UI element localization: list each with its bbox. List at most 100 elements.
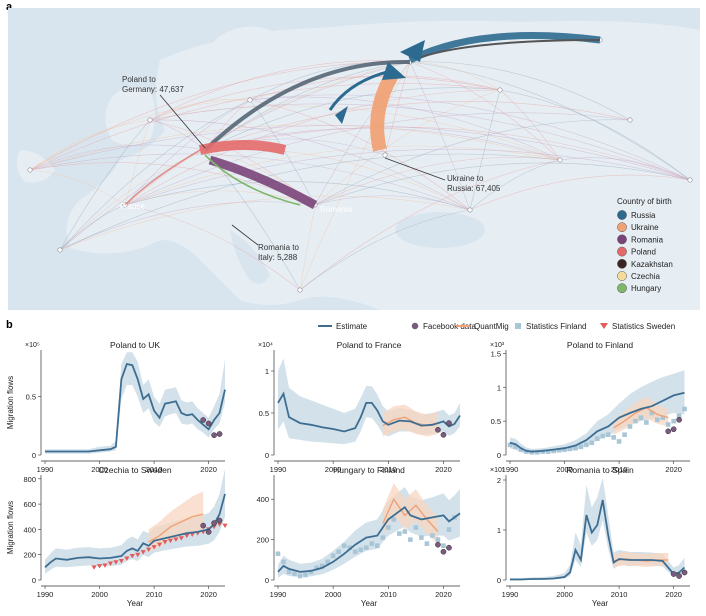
thin-flow [249,94,691,181]
thin-flow [29,144,206,171]
thin-flow [29,125,691,181]
thin-flow [249,99,471,211]
point-statistics-sweden [173,537,179,542]
thin-flow [29,83,501,171]
x-tick-label: 2020 [665,590,682,599]
map-legend-title: Country of birth [617,197,672,206]
thin-flow [59,201,316,251]
point-statistics-finland [275,551,281,557]
y-axis-label: Migration flows [6,376,15,429]
map-legend: Country of birth Russia Ukraine Romania Pol… [617,197,673,293]
thin-flow [409,61,691,181]
band-quantmig [382,483,438,544]
x-tick-label: 1990 [270,590,287,599]
point-statistics-finland [584,442,589,448]
point-statistics-finland [627,424,633,429]
x-axis-label: Year [361,599,378,608]
x-tick-label: 2020 [435,465,452,474]
point-statistics-finland [665,422,671,427]
thin-flow [204,126,691,181]
y-tick-label: 0 [265,576,269,585]
chart-2: Poland to Finland ×10³ 1990 2000 2010 2020 0 0.… [490,340,690,474]
x-tick-label: 2020 [200,590,217,599]
legend-label: Facebook data [423,322,476,331]
chart-title: Czechia to Sweden [98,465,172,475]
thin-flow-network [27,37,693,293]
x-tick-label: 1990 [37,465,54,474]
land-britain [105,86,155,145]
annotation-leader-romania [231,224,259,246]
point-statistics-finland [419,535,424,540]
line-estimate [510,499,686,581]
thin-flow [299,159,561,291]
point-statistics-finland [314,565,319,571]
point-statistics-finland [660,415,666,421]
x-tick-label: 2010 [146,465,163,474]
y-tick-label: 1 [497,383,501,392]
y-tick-label: 0 [497,576,501,585]
point-facebook [440,548,447,555]
sea-adriatic [230,230,270,284]
point-statistics-finland [286,569,292,575]
arrowhead-russia-2 [382,62,406,80]
x-tick-label: 2000 [325,590,342,599]
line-quantmig [382,497,439,532]
legend-circle-swatch [411,322,419,330]
point-statistics-finland [513,444,518,450]
band-quantmig [148,491,204,553]
point-statistics-finland [413,525,419,530]
legend-label: Kazakhstan [631,260,673,269]
chart-multiplier: ×10³ [490,342,505,349]
x-tick-label: 2010 [380,590,397,599]
point-statistics-finland [386,525,391,530]
x-tick-label: 2020 [200,465,217,474]
legend-label: Hungary [631,284,661,293]
legend-label: Ukraine [631,223,659,232]
point-facebook [211,520,217,526]
chart-title: Poland to UK [110,340,160,350]
thin-flow [29,153,471,211]
line-estimate [44,493,226,568]
y-tick-label: 0.5 [26,393,36,402]
panel-a: a Romania [6,1,700,310]
point-facebook [205,529,212,535]
point-facebook [211,432,217,439]
point-facebook [200,417,207,423]
flow-russia-germany [203,59,411,152]
point-statistics-finland [446,527,452,532]
point-statistics-finland [369,541,375,546]
legend-triangle-swatch [600,323,608,329]
point-statistics-sweden [96,564,103,569]
legend-label: Statistics Finland [526,322,586,331]
point-statistics-finland [352,549,358,555]
point-facebook [446,420,452,426]
x-tick-label: 2000 [556,590,573,599]
x-tick-label: 2010 [611,590,628,599]
point-facebook [200,522,207,529]
thin-flow [59,153,561,251]
point-statistics-finland [363,545,369,550]
y-tick-label: 0.5 [491,417,501,426]
y-tick-label: 2 [497,476,501,485]
place-label-france: France [120,202,145,211]
thin-flow [409,61,471,211]
point-statistics-finland [649,410,655,416]
point-facebook [440,431,447,438]
point-statistics-sweden [140,550,146,555]
legend-swatch [617,258,627,269]
x-tick-label: 1990 [502,465,519,474]
y-tick-label: 400 [23,525,36,534]
thin-flow [29,99,251,171]
x-tick-label: 1990 [270,465,287,474]
chart-multiplier: ×10⁵ [490,467,505,474]
chart-4: Hungary to Finland 1990 2000 2010 2020 0 200 40… [256,465,461,608]
y-tick-label: 0 [497,451,501,460]
chart-3: Czechia to Sweden 1990 2000 2010 2020 0 200 400… [6,465,228,608]
legend-swatch [617,222,627,233]
city-node [557,157,563,163]
thin-flow [314,119,631,206]
thin-flow [409,61,501,91]
x-axis-label: Year [592,599,609,608]
thin-flow [469,174,691,211]
